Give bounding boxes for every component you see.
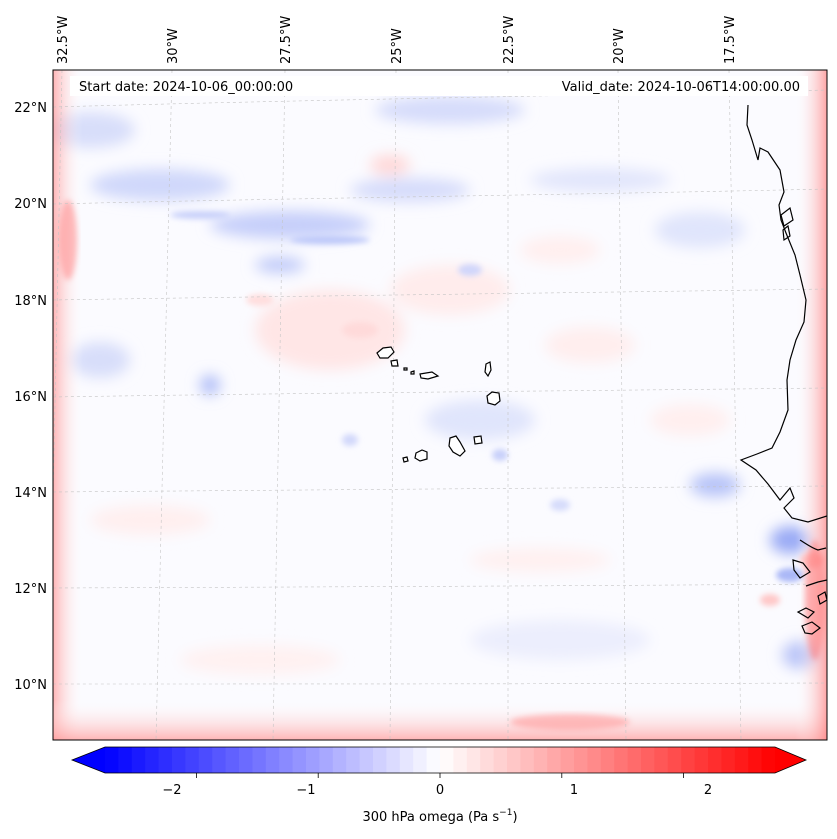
colorbar-tick-label-0: 0 xyxy=(436,783,444,798)
latitude-labels: 22°N 20°N 18°N 16°N 14°N 12°N 10°N xyxy=(14,101,47,693)
colorbar-tick-label-neg1: −1 xyxy=(296,783,315,798)
colorbar-bin xyxy=(172,747,186,773)
coastline xyxy=(739,104,827,635)
colorbar-bin xyxy=(105,747,119,773)
colorbar-bin xyxy=(694,747,709,773)
colorbar-bin xyxy=(185,747,200,773)
colorbar-bin xyxy=(319,747,334,773)
colorbar-bin xyxy=(614,747,629,773)
colorbar-bin xyxy=(426,747,441,773)
cape-verde-islands xyxy=(376,346,501,463)
lat-label-16n: 16°N xyxy=(14,390,47,405)
colorbar-bins xyxy=(72,747,806,773)
header-strip xyxy=(70,76,808,96)
colorbar-bin xyxy=(507,747,521,773)
colorbar-bin xyxy=(480,747,495,773)
colorbar-bin xyxy=(453,747,468,773)
lat-label-10n: 10°N xyxy=(14,678,47,693)
colorbar-extend-min xyxy=(72,747,105,773)
lon-label-22-5w: 22.5°W xyxy=(502,16,517,64)
lon-label-20w: 20°W xyxy=(612,28,627,64)
colorbar-bin xyxy=(440,747,454,773)
colorbar-bin xyxy=(252,747,267,773)
colorbar-bin xyxy=(761,747,776,773)
colorbar-bin xyxy=(145,747,160,773)
colorbar-bin xyxy=(493,747,508,773)
colorbar-bin xyxy=(641,747,655,773)
colorbar-title-close: ) xyxy=(512,810,517,825)
colorbar-bin xyxy=(131,747,146,773)
colorbar-bin xyxy=(574,747,588,773)
longitude-labels: 32.5°W 30°W 27.5°W 25°W 22.5°W 20°W 17.5… xyxy=(56,16,738,64)
colorbar-bin xyxy=(306,747,320,773)
colorbar-bin xyxy=(654,747,669,773)
colorbar-bin xyxy=(413,747,428,773)
colorbar-bin xyxy=(399,747,414,773)
edge-band-bottom xyxy=(53,700,827,740)
start-date-label: Start date: 2024-10-06_00:00:00 xyxy=(79,80,293,95)
colorbar-bin xyxy=(386,747,401,773)
colorbar: −2 −1 0 1 2 300 hPa omega (Pa s−1) xyxy=(70,746,808,825)
colorbar-bin xyxy=(547,747,562,773)
colorbar-bin xyxy=(239,747,253,773)
colorbar-bin xyxy=(466,747,481,773)
colorbar-bin xyxy=(373,747,387,773)
colorbar-bin xyxy=(279,747,294,773)
colorbar-bin xyxy=(158,747,173,773)
colorbar-bin xyxy=(681,747,696,773)
lat-label-20n: 20°N xyxy=(14,197,47,212)
colorbar-bin xyxy=(292,747,307,773)
colorbar-tick-label-1: 1 xyxy=(570,783,578,798)
lon-label-32-5w: 32.5°W xyxy=(56,16,71,64)
plot-frame xyxy=(52,69,828,741)
lon-label-17-5w: 17.5°W xyxy=(723,16,738,64)
colorbar-bin xyxy=(332,747,347,773)
lat-label-22n: 22°N xyxy=(14,101,47,116)
colorbar-bin xyxy=(118,747,133,773)
edge-band-left xyxy=(53,70,83,740)
colorbar-bin xyxy=(212,747,227,773)
colorbar-bin xyxy=(708,747,722,773)
colorbar-bin xyxy=(560,747,575,773)
colorbar-outline xyxy=(70,746,808,774)
omega-field xyxy=(53,70,827,740)
colorbar-bin xyxy=(520,747,535,773)
valid-date-label: Valid_date: 2024-10-06T14:00:00.00 xyxy=(562,80,800,95)
lat-label-18n: 18°N xyxy=(14,294,47,309)
colorbar-bin xyxy=(748,747,763,773)
colorbar-title-main: 300 hPa omega (Pa s xyxy=(362,810,499,825)
colorbar-bin xyxy=(359,747,374,773)
omega-field-blobs xyxy=(53,96,818,675)
colorbar-bin xyxy=(346,747,361,773)
colorbar-title-exponent: −1 xyxy=(499,808,512,818)
colorbar-bin xyxy=(225,747,240,773)
colorbar-bin xyxy=(627,747,642,773)
lon-label-27-5w: 27.5°W xyxy=(279,16,294,64)
colorbar-bin xyxy=(600,747,615,773)
colorbar-ticks xyxy=(195,773,684,778)
colorbar-bin xyxy=(198,747,213,773)
colorbar-title: 300 hPa omega (Pa s−1) xyxy=(362,808,517,825)
colorbar-bin xyxy=(533,747,548,773)
colorbar-bin xyxy=(734,747,749,773)
lat-label-12n: 12°N xyxy=(14,582,47,597)
colorbar-tick-label-2: 2 xyxy=(704,783,712,798)
colorbar-bin xyxy=(667,747,682,773)
lon-label-30w: 30°W xyxy=(166,28,181,64)
colorbar-bin xyxy=(265,747,280,773)
colorbar-bin xyxy=(721,747,736,773)
colorbar-tick-label-neg2: −2 xyxy=(162,783,181,798)
colorbar-bin xyxy=(587,747,602,773)
colorbar-extend-max xyxy=(775,747,806,773)
lon-label-25w: 25°W xyxy=(390,28,405,64)
lat-label-14n: 14°N xyxy=(14,486,47,501)
